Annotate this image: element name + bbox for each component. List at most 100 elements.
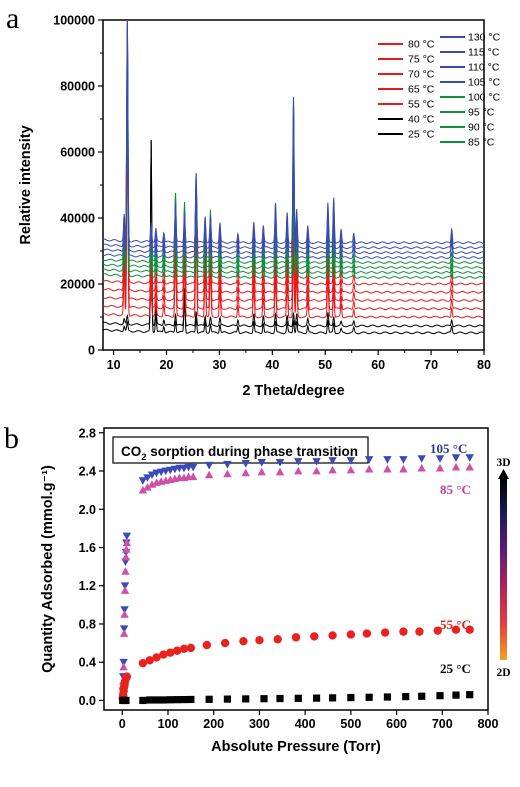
point-105c xyxy=(120,582,130,590)
y-tick-label: 0 xyxy=(88,344,95,358)
legend-label: 40 °C xyxy=(408,114,435,126)
y-tick-label: 0.0 xyxy=(79,694,96,708)
point-55c xyxy=(166,648,175,657)
point-55c xyxy=(122,672,132,681)
point-85c xyxy=(241,468,250,477)
point-55c xyxy=(255,636,264,645)
point-85c xyxy=(465,462,474,471)
point-85c xyxy=(435,463,445,472)
point-105c xyxy=(275,459,285,467)
point-55c xyxy=(172,646,182,655)
y-tick-label: 20000 xyxy=(60,278,95,292)
point-105c xyxy=(122,532,132,541)
legend-label: 55 °C xyxy=(408,99,435,111)
point-25c xyxy=(402,693,410,701)
point-25c xyxy=(328,694,337,702)
x-tick-label: 100 xyxy=(158,717,179,731)
series-line-40c xyxy=(102,140,484,328)
point-55c xyxy=(186,643,196,653)
point-55c xyxy=(239,636,248,646)
x-tick-label: 10 xyxy=(107,358,121,372)
point-105c xyxy=(294,458,303,466)
point-85c xyxy=(121,552,131,561)
legend-label: 130 °C xyxy=(468,32,501,44)
point-85c xyxy=(312,466,321,475)
x-tick-label: 0 xyxy=(119,717,126,731)
legend-label: 90 °C xyxy=(468,122,495,134)
legend-label: 115 °C xyxy=(468,47,500,59)
point-85c xyxy=(328,465,337,474)
point-25c xyxy=(347,693,355,702)
point-105c xyxy=(120,606,129,614)
point-105c xyxy=(328,457,337,465)
point-25c xyxy=(122,696,130,705)
point-85c xyxy=(122,538,132,547)
point-105c xyxy=(465,454,474,462)
xrd-chart: 10 20 30 40 50 60 70 80 0 20000 40000 60000 80000 100… xyxy=(18,14,501,400)
point-25c xyxy=(180,695,188,704)
y-axis-title: Relative intensity xyxy=(18,125,34,244)
y-tick-label: 2.4 xyxy=(79,465,96,479)
x-tick-label: 50 xyxy=(318,358,332,372)
colorbar-label-bottom: 2D xyxy=(496,667,510,679)
point-85c xyxy=(399,464,408,473)
point-55c xyxy=(152,653,161,662)
point-85c xyxy=(147,480,157,488)
point-25c xyxy=(187,695,195,704)
point-105c xyxy=(257,459,266,467)
series-label-55c: 55 °C xyxy=(440,617,471,632)
point-105c xyxy=(364,456,374,464)
point-85c xyxy=(275,467,285,476)
legend-label: 65 °C xyxy=(408,84,435,96)
point-85c xyxy=(383,464,392,473)
point-55c xyxy=(399,627,408,636)
x-tick-label: 300 xyxy=(249,717,270,731)
point-85c xyxy=(294,466,303,475)
point-105c xyxy=(435,455,445,463)
legend-label: 100 °C xyxy=(468,92,501,104)
point-25c xyxy=(312,694,321,702)
legend-label: 95 °C xyxy=(468,107,495,119)
y-tick-label: 2.8 xyxy=(79,426,96,440)
point-55c xyxy=(362,629,372,638)
point-25c xyxy=(452,691,460,699)
point-85c xyxy=(138,485,148,494)
point-25c xyxy=(294,694,302,702)
x-tick-label: 40 xyxy=(265,358,279,372)
series-line-130c xyxy=(103,19,484,245)
point-85c xyxy=(346,465,356,474)
point-55c xyxy=(346,630,356,639)
point-55c xyxy=(202,640,212,650)
legend-label: 25 °C xyxy=(408,129,435,141)
point-25c xyxy=(173,696,181,704)
y-tick-label: 0.8 xyxy=(79,617,96,631)
point-85c xyxy=(188,472,198,481)
point-55c xyxy=(451,625,461,634)
y-tick-label: 60000 xyxy=(60,146,95,160)
point-105c xyxy=(399,456,408,464)
x-tick-label: 30 xyxy=(212,358,226,372)
point-105c xyxy=(417,455,426,463)
point-105c xyxy=(143,474,152,482)
point-25c xyxy=(139,696,147,705)
x-tick-label: 800 xyxy=(478,717,499,731)
point-25c xyxy=(260,695,268,703)
point-25c xyxy=(418,692,426,700)
point-55c xyxy=(138,658,148,668)
x-tick-label: 500 xyxy=(340,717,361,731)
series-label-25c: 25 °C xyxy=(440,661,471,676)
point-85c xyxy=(120,586,130,594)
point-85c xyxy=(119,662,128,671)
point-55c xyxy=(415,627,424,636)
y-tick-label: 1.6 xyxy=(79,541,96,555)
point-105c xyxy=(119,625,129,633)
point-105c xyxy=(451,454,461,462)
panel-label-a: a xyxy=(6,2,19,35)
y-tick-label: 1.2 xyxy=(79,579,96,593)
point-105c xyxy=(223,460,232,469)
point-85c xyxy=(121,567,130,575)
point-55c xyxy=(159,650,168,659)
point-55c xyxy=(179,644,189,654)
point-25c xyxy=(276,694,284,703)
point-55c xyxy=(380,628,390,637)
